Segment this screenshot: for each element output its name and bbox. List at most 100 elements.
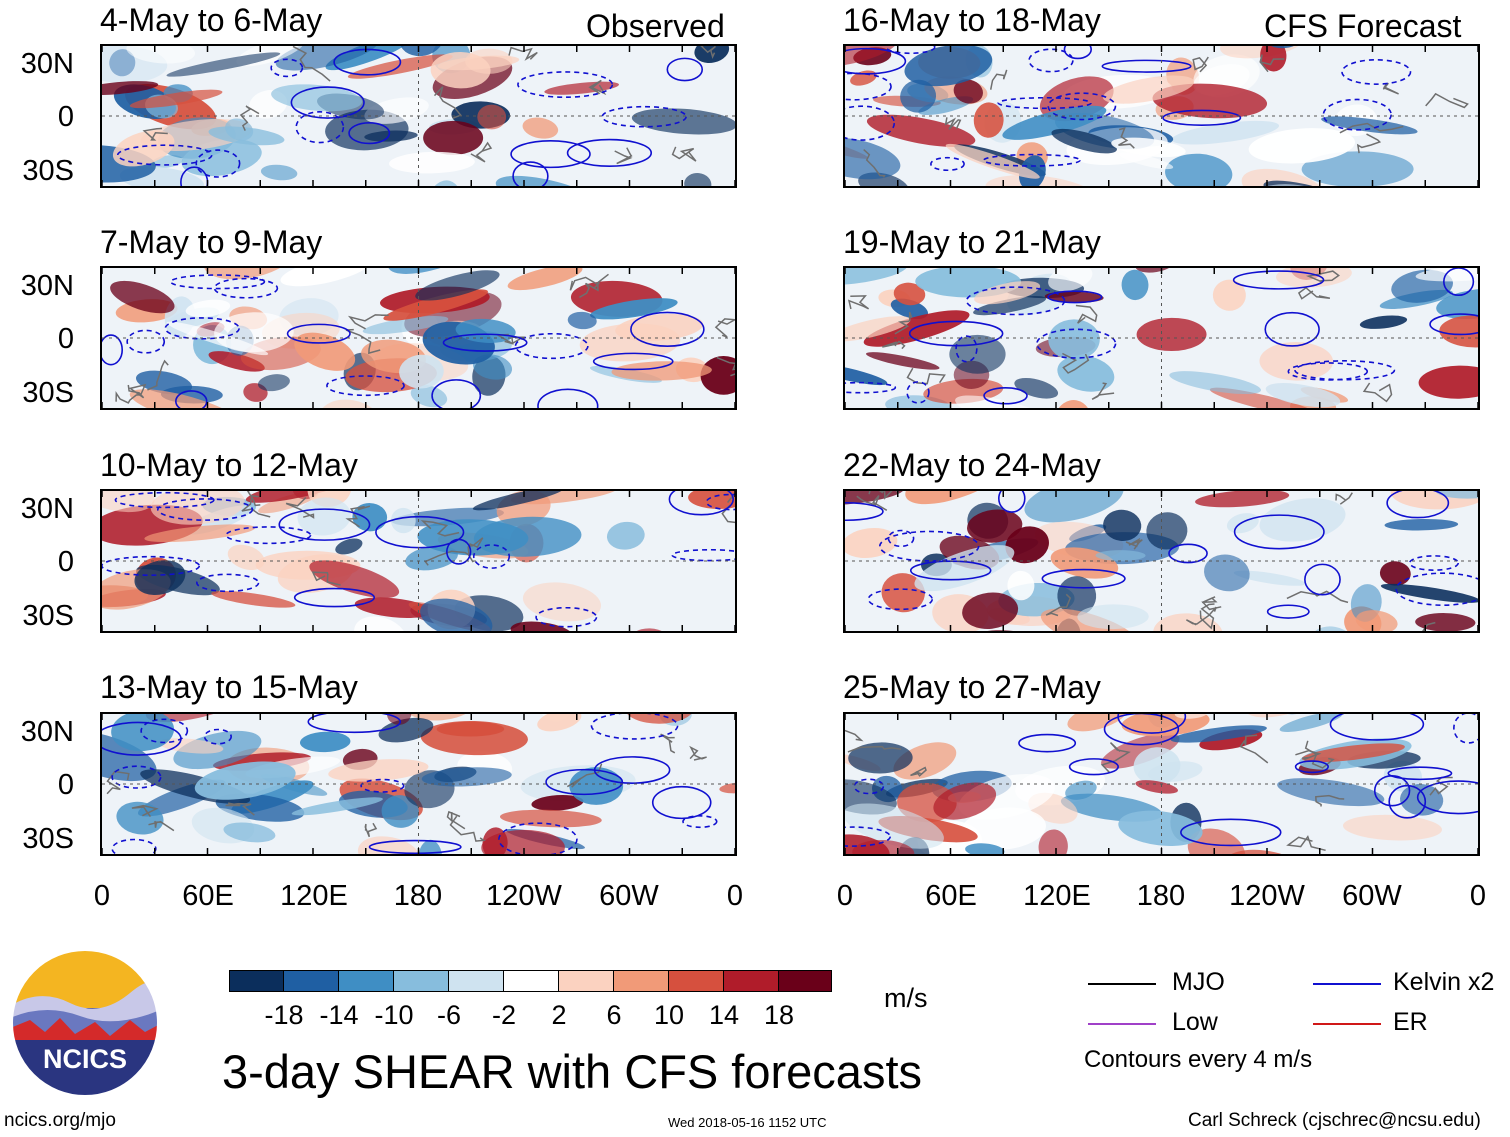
kelvin-contour xyxy=(651,785,712,820)
map-panel-observed-1 xyxy=(100,44,737,188)
shear-anomaly-blob xyxy=(1118,152,1174,170)
panel-title: 4-May to 6-May xyxy=(100,2,323,38)
legend-swatch-kelvin xyxy=(1313,983,1381,985)
coastline xyxy=(420,520,460,537)
shear-anomaly-blob xyxy=(185,299,231,318)
shear-anomaly-blob xyxy=(299,731,351,753)
shear-anomaly-blob xyxy=(1051,128,1117,154)
shear-anomaly-blob xyxy=(1418,365,1478,399)
shear-anomaly-blob xyxy=(1067,714,1127,732)
lon-label: 0 xyxy=(93,880,111,912)
kelvin-contour xyxy=(164,317,240,340)
coastline xyxy=(1339,122,1404,134)
shear-anomaly-blob xyxy=(852,840,915,854)
shear-anomaly-blob xyxy=(111,714,175,752)
shear-anomaly-blob xyxy=(1102,75,1195,104)
footer-credit: Carl Schreck (cjschrec@ncsu.edu) xyxy=(1188,1110,1481,1131)
kelvin-contour xyxy=(360,778,405,793)
coastline xyxy=(1239,734,1269,764)
colorbar-swatch xyxy=(724,970,779,992)
coastline xyxy=(989,69,1008,90)
kelvin-contour xyxy=(1341,59,1412,85)
shear-anomaly-blob xyxy=(499,809,602,828)
shear-anomaly-blob xyxy=(967,509,1023,543)
shear-anomaly-blob xyxy=(325,46,413,71)
shear-anomaly-blob xyxy=(383,289,488,321)
shear-anomaly-blob xyxy=(116,801,164,835)
kelvin-contour xyxy=(887,529,915,548)
shear-anomaly-blob xyxy=(297,497,351,536)
legend-label: Kelvin x2 xyxy=(1393,968,1495,996)
colorbar-label: -6 xyxy=(436,1000,461,1030)
kelvin-contour xyxy=(671,548,735,562)
kelvin-contour xyxy=(116,144,213,166)
shear-anomaly-blob xyxy=(257,374,290,392)
map-panel-observed-4 xyxy=(100,712,737,856)
kelvin-contour xyxy=(1386,491,1450,519)
lon-label: 60W xyxy=(599,880,659,912)
shear-anomaly-blob xyxy=(194,761,296,800)
colorbar-swatch xyxy=(339,970,394,992)
shear-anomaly-blob xyxy=(955,395,1062,408)
kelvin-contour xyxy=(682,815,718,829)
legend-swatch-low xyxy=(1088,1023,1156,1025)
shear-anomaly-blob xyxy=(933,782,997,820)
coastline xyxy=(311,571,341,586)
shear-anomaly-blob xyxy=(271,84,363,112)
legend-label: MJO xyxy=(1172,968,1225,996)
coastline xyxy=(689,745,707,761)
coastline xyxy=(347,314,389,330)
coastline xyxy=(1259,54,1285,73)
kelvin-contour xyxy=(102,721,182,756)
shear-anomaly-blob xyxy=(1415,613,1476,631)
coastline xyxy=(508,46,538,61)
kelvin-contour xyxy=(1388,784,1427,819)
kelvin-contour xyxy=(472,544,511,569)
colorbar-swatch xyxy=(504,970,559,992)
kelvin-contour xyxy=(114,491,215,509)
kelvin-contour xyxy=(1232,270,1325,290)
lat-label: 30S xyxy=(22,155,74,187)
shear-anomaly-blob xyxy=(307,491,352,508)
shear-anomaly-blob xyxy=(949,334,1006,374)
shear-anomaly-blob xyxy=(1415,268,1478,282)
kelvin-contour xyxy=(930,156,965,172)
shear-anomaly-blob xyxy=(477,104,507,130)
shear-anomaly-blob xyxy=(1103,509,1142,542)
lat-label: 30N xyxy=(20,716,74,748)
shear-anomaly-blob xyxy=(522,117,559,139)
shear-anomaly-blob xyxy=(291,797,383,816)
kelvin-contour xyxy=(1117,714,1187,734)
lon-label: 180 xyxy=(1136,880,1186,912)
kelvin-contour xyxy=(278,508,371,541)
coastline xyxy=(1304,740,1335,769)
contour-note: Contours every 4 m/s xyxy=(1084,1046,1313,1073)
kelvin-contour xyxy=(1180,818,1282,847)
coastline xyxy=(1091,382,1115,400)
coastline xyxy=(1425,92,1469,109)
coastline xyxy=(345,505,371,528)
shear-anomaly-blob xyxy=(531,794,584,811)
shear-anomaly-blob xyxy=(845,316,911,342)
shear-anomaly-blob xyxy=(166,321,269,356)
kelvin-contour xyxy=(1387,766,1453,781)
shear-anomaly-blob xyxy=(352,503,388,532)
coastline xyxy=(1192,56,1209,73)
coastline xyxy=(467,537,484,556)
shear-anomaly-blob xyxy=(280,268,372,287)
coastline xyxy=(588,79,607,96)
map-panel-observed-3 xyxy=(100,489,737,633)
kelvin-contour xyxy=(853,778,885,795)
shear-anomaly-blob xyxy=(417,519,529,556)
coastline xyxy=(1315,794,1345,807)
lat-label: 30N xyxy=(20,48,74,80)
footer-timestamp: Wed 2018-05-16 1152 UTC xyxy=(668,1115,827,1130)
coastline xyxy=(906,367,946,385)
shear-anomaly-blob xyxy=(134,560,186,596)
footer-url[interactable]: ncics.org/mjo xyxy=(4,1110,116,1131)
shear-anomaly-blob xyxy=(1355,610,1398,631)
shear-anomaly-blob xyxy=(1390,491,1478,510)
coastline xyxy=(345,328,381,355)
coastline xyxy=(470,141,493,163)
coastline xyxy=(148,820,175,832)
